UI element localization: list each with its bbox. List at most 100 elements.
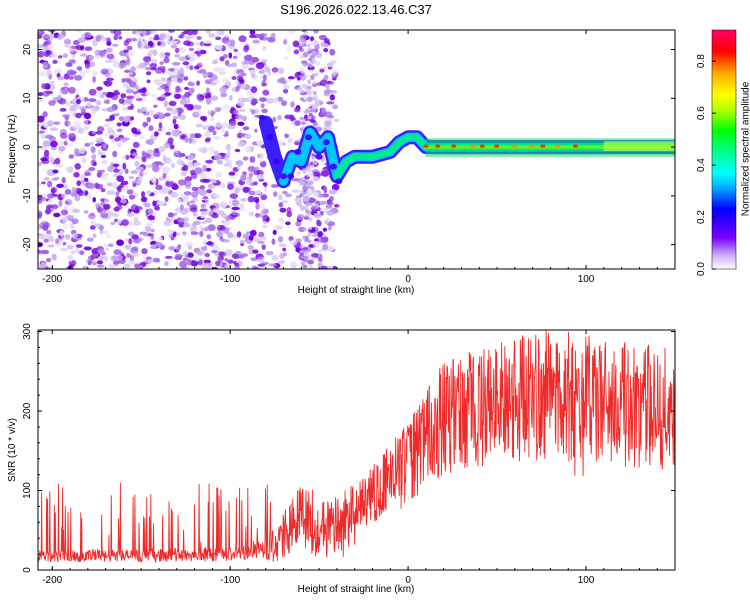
noise-blob	[200, 203, 207, 209]
hotspot	[470, 144, 476, 148]
noise-blob	[164, 255, 173, 259]
noise-blob	[212, 180, 217, 184]
noise-blob	[289, 114, 295, 122]
noise-blob	[215, 36, 222, 41]
noise-blob	[151, 93, 157, 98]
noise-blob	[229, 193, 238, 200]
noise-blob	[121, 219, 129, 227]
noise-blob	[38, 264, 46, 269]
noise-blob	[42, 61, 49, 68]
noise-blob	[211, 213, 219, 219]
noise-blob	[307, 92, 312, 96]
noise-blob	[113, 35, 119, 41]
noise-blob	[163, 100, 168, 108]
noise-blob	[110, 30, 116, 34]
noise-blob	[192, 138, 197, 145]
noise-blob	[323, 48, 329, 53]
noise-blob	[121, 137, 130, 141]
noise-blob	[174, 47, 180, 54]
noise-blob	[118, 134, 124, 139]
noise-blob	[58, 200, 63, 207]
noise-blob	[283, 56, 289, 60]
noise-blob	[249, 34, 257, 39]
noise-blob	[334, 204, 340, 208]
noise-blob	[156, 200, 166, 206]
noise-blob	[207, 240, 212, 246]
noise-blob	[308, 264, 314, 269]
noise-blob	[103, 172, 109, 176]
turbulent-blob	[272, 158, 280, 165]
noise-blob	[332, 104, 339, 110]
noise-blob	[75, 112, 82, 119]
noise-blob	[315, 52, 323, 59]
noise-blob	[113, 133, 119, 138]
noise-blob	[132, 246, 139, 251]
noise-blob	[302, 195, 310, 203]
noise-blob	[133, 209, 140, 214]
noise-blob	[149, 49, 153, 55]
noise-blob	[210, 110, 216, 115]
noise-blob	[116, 239, 124, 246]
noise-blob	[63, 82, 69, 86]
noise-blob	[302, 235, 307, 240]
noise-blob	[248, 172, 254, 178]
noise-blob	[50, 32, 55, 38]
noise-blob	[175, 253, 183, 258]
noise-blob	[83, 210, 89, 214]
snr-area	[38, 330, 675, 564]
noise-blob	[38, 132, 42, 136]
noise-blob	[131, 127, 138, 134]
noise-blob	[314, 100, 320, 108]
noise-blob	[159, 61, 165, 65]
noise-blob	[299, 247, 308, 251]
noise-blob	[190, 191, 199, 198]
noise-blob	[150, 66, 157, 71]
noise-blob	[96, 260, 104, 265]
noise-blob	[303, 228, 308, 232]
noise-blob	[288, 30, 296, 34]
noise-blob	[92, 261, 98, 266]
noise-blob	[46, 180, 53, 188]
noise-blob	[72, 208, 81, 214]
noise-blob	[202, 196, 209, 200]
colorbar-tick-label: 0.2	[696, 210, 707, 224]
noise-blob	[124, 168, 129, 174]
noise-blob	[303, 251, 309, 255]
noise-blob	[221, 78, 229, 83]
noise-blob	[282, 190, 288, 195]
noise-blob	[315, 61, 320, 66]
noise-blob	[193, 65, 200, 70]
noise-blob	[123, 263, 131, 269]
noise-blob	[128, 231, 135, 237]
noise-blob	[208, 146, 215, 153]
noise-blob	[76, 66, 83, 71]
noise-blob	[281, 100, 287, 107]
noise-blob	[259, 97, 267, 102]
noise-blob	[327, 245, 334, 252]
noise-blob	[302, 186, 307, 190]
noise-blob	[299, 41, 304, 46]
noise-blob	[138, 88, 147, 93]
noise-blob	[300, 60, 306, 64]
noise-blob	[76, 150, 80, 157]
noise-blob	[185, 64, 190, 69]
noise-blob	[272, 229, 277, 235]
ridge-flat-core	[603, 141, 675, 151]
noise-blob	[156, 111, 161, 115]
noise-blob	[307, 107, 312, 112]
x-tick-label: 100	[578, 575, 595, 586]
noise-blob	[294, 120, 301, 126]
noise-blob	[311, 50, 316, 55]
noise-blob	[155, 184, 163, 191]
noise-blob	[212, 60, 218, 65]
noise-blob	[112, 150, 118, 158]
noise-blob	[325, 120, 332, 127]
noise-blob	[49, 80, 55, 85]
hotspot	[451, 144, 457, 148]
noise-blob	[97, 255, 106, 261]
noise-blob	[154, 131, 159, 137]
noise-blob	[141, 248, 148, 255]
noise-blob	[60, 132, 68, 139]
noise-blob	[266, 97, 274, 104]
noise-blob	[223, 103, 230, 110]
